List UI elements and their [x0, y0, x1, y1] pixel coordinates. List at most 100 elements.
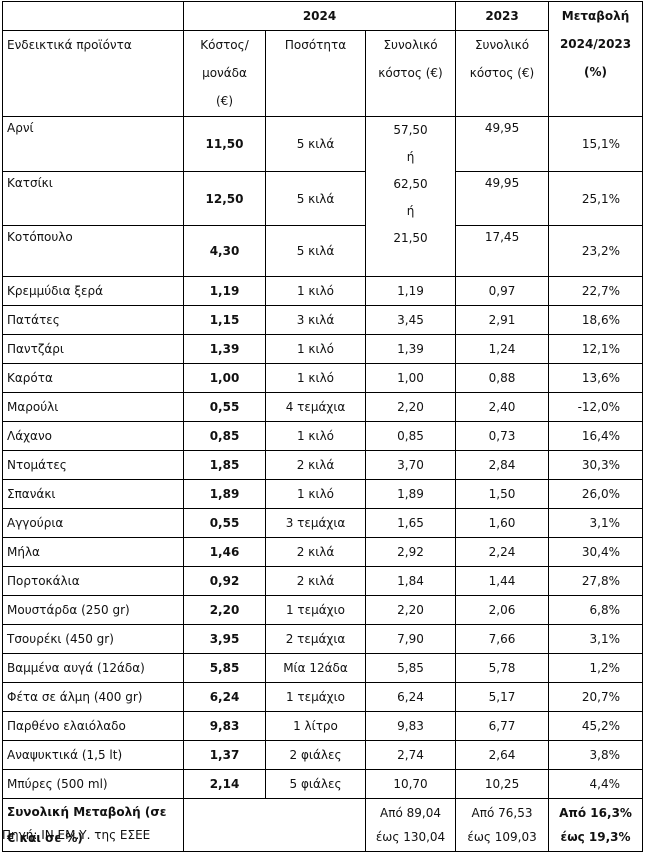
product-name: Βαμμένα αυγά (12άδα)	[2, 653, 184, 683]
table-row: Αναψυκτικά (1,5 lt) 1,37 2 φιάλες 2,74 2,64 3…	[2, 740, 644, 770]
total-label-line: Συνολική Μεταβολή (σε	[7, 805, 167, 819]
table-row: Παρθένο ελαιόλαδο 9,83 1 λίτρο 9,83 6,77 45,2…	[2, 711, 644, 741]
total-change-line: έως 19,3%	[560, 830, 631, 844]
merged-total-2024: 57,50 ή 62,50 ή 21,50	[364, 116, 457, 277]
column-header-line: κόστος (€)	[378, 66, 443, 80]
product-name: Μήλα	[2, 537, 184, 567]
total-2023: 7,66	[455, 624, 550, 654]
unit-cost: 4,30	[183, 225, 266, 277]
product-name: Αρνί	[2, 116, 184, 172]
product-name: Πατάτες	[2, 305, 184, 335]
total-2023: 5,78	[455, 653, 550, 683]
total-2023: 0,97	[455, 276, 550, 306]
unit-cost: 1,19	[183, 276, 266, 306]
unit-cost: 9,83	[183, 711, 266, 741]
column-header: Συνολικό κόστος (€)	[455, 30, 550, 117]
header-year: 2024	[182, 1, 457, 31]
unit-cost: 1,39	[183, 334, 266, 364]
total-2024: 6,24	[364, 682, 457, 712]
total-range: Από 89,04 έως 130,04	[364, 798, 457, 852]
change: 13,6%	[548, 363, 644, 393]
total-change-line: Από 16,3%	[559, 806, 632, 820]
unit-cost: 1,85	[183, 450, 266, 480]
total-2024: 1,19	[364, 276, 457, 306]
change: 30,4%	[548, 537, 644, 567]
change: -12,0%	[548, 392, 644, 422]
total-2024: 5,85	[364, 653, 457, 683]
total-label: Συνολική Μεταβολή (σε € και σε %)	[2, 798, 184, 852]
column-header-line: κόστος (€)	[469, 66, 535, 80]
column-header: Κόστος/μονάδα (€)	[183, 30, 266, 117]
quantity: 1 κιλό	[265, 334, 366, 364]
change: 30,3%	[548, 450, 644, 480]
unit-cost: 1,15	[183, 305, 266, 335]
total-2024: 1,39	[364, 334, 457, 364]
table-row: Τσουρέκι (450 gr) 3,95 2 τεμάχια 7,90 7,66 3,…	[2, 624, 644, 654]
total-2023: 49,95	[455, 171, 550, 226]
total-2023: 2,06	[455, 595, 550, 625]
total-range: Από 76,53 έως 109,03	[455, 798, 550, 852]
table-row: Συνολική Μεταβολή (σε € και σε %) Από 89,0…	[2, 798, 644, 852]
total-2023: 0,88	[455, 363, 550, 393]
product-name: Αγγούρια	[2, 508, 184, 538]
change: 22,7%	[548, 276, 644, 306]
unit-cost: 11,50	[183, 116, 266, 172]
change: 45,2%	[548, 711, 644, 741]
product-name: Μουστάρδα (250 gr)	[2, 595, 184, 625]
quantity: 5 κιλά	[265, 225, 366, 277]
merged-total-2024-line: ή	[406, 150, 415, 164]
change: 15,1%	[548, 116, 644, 172]
quantity: 2 κιλά	[265, 566, 366, 596]
total-2024: 3,70	[364, 450, 457, 480]
column-header-line: Ενδεικτικά προϊόντα	[7, 38, 132, 52]
column-header-line: μονάδα	[202, 66, 247, 80]
total-2024: 1,65	[364, 508, 457, 538]
quantity: 3 κιλά	[265, 305, 366, 335]
change: 1,2%	[548, 653, 644, 683]
total-2024: 2,20	[364, 392, 457, 422]
quantity: Μία 12άδα	[265, 653, 366, 683]
change: 20,7%	[548, 682, 644, 712]
unit-cost: 0,92	[183, 566, 266, 596]
table-row: Βαμμένα αυγά (12άδα) 5,85 Μία 12άδα 5,85 5,7…	[2, 653, 644, 683]
table-row: Μπύρες (500 ml) 2,14 5 φιάλες 10,70 10,25 4,4…	[2, 769, 644, 799]
quantity: 2 κιλά	[265, 537, 366, 567]
quantity: 1 κιλό	[265, 421, 366, 451]
product-name: Καρότα	[2, 363, 184, 393]
quantity: 2 τεμάχια	[265, 624, 366, 654]
total-range-line: έως 130,04	[375, 830, 446, 844]
total-2023: 0,73	[455, 421, 550, 451]
table-row: Κρεμμύδια ξερά 1,19 1 κιλό 1,19 0,97 22,7%	[2, 276, 644, 306]
table-row: Παντζάρι 1,39 1 κιλό 1,39 1,24 12,1%	[2, 334, 644, 364]
total-2023: 1,24	[455, 334, 550, 364]
product-name: Πορτοκάλια	[2, 566, 184, 596]
unit-cost: 3,95	[183, 624, 266, 654]
quantity: 5 φιάλες	[265, 769, 366, 799]
table-row: Πατάτες 1,15 3 κιλά 3,45 2,91 18,6%	[2, 305, 644, 335]
unit-cost: 2,20	[183, 595, 266, 625]
total-2023: 2,91	[455, 305, 550, 335]
product-name: Μπύρες (500 ml)	[2, 769, 184, 799]
quantity: 1 τεμάχιο	[265, 595, 366, 625]
quantity: 2 κιλά	[265, 450, 366, 480]
change: 3,1%	[548, 508, 644, 538]
product-name: Αναψυκτικά (1,5 lt)	[2, 740, 184, 770]
total-range-line: Από 76,53	[471, 806, 533, 820]
product-name: Κατσίκι	[2, 171, 184, 226]
source-note: Πηγή: ΙΝ.ΕΜ.Υ. της ΕΣΕΕ	[2, 828, 151, 842]
header-change-line: 2024/2023	[559, 37, 632, 51]
change: 27,8%	[548, 566, 644, 596]
total-2024: 9,83	[364, 711, 457, 741]
quantity: 4 τεμάχια	[265, 392, 366, 422]
unit-cost: 0,55	[183, 508, 266, 538]
total-2023: 2,84	[455, 450, 550, 480]
product-name: Μαρούλι	[2, 392, 184, 422]
column-header-line: Κόστος/	[200, 38, 249, 52]
total-range-line: έως 109,03	[467, 830, 537, 844]
header-change: Μεταβολή 2024/2023 (%)	[548, 1, 644, 117]
total-2023: 2,40	[455, 392, 550, 422]
total-2024: 7,90	[364, 624, 457, 654]
merged-total-2024-line: 21,50	[393, 231, 428, 245]
total-2024: 3,45	[364, 305, 457, 335]
